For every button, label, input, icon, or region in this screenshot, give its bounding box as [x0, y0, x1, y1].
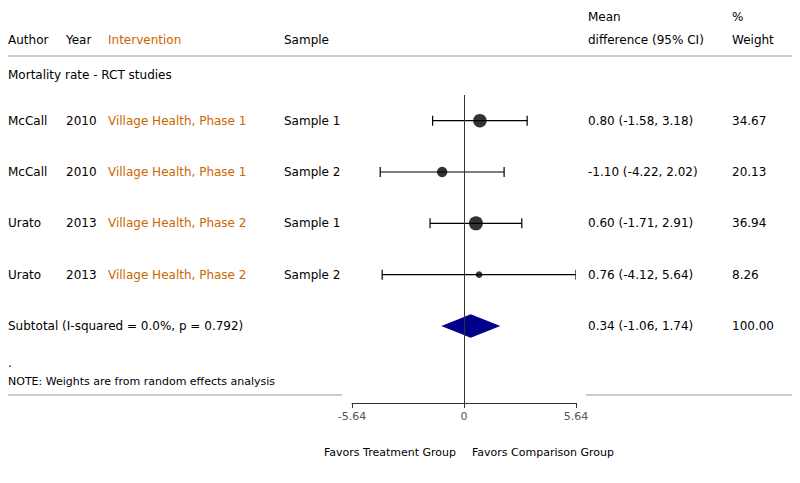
svg-text:36.94: 36.94	[732, 216, 766, 230]
svg-text:100.00: 100.00	[732, 319, 774, 333]
svg-text:Year: Year	[65, 33, 91, 47]
svg-text:0.76 (-4.12, 5.64): 0.76 (-4.12, 5.64)	[588, 268, 693, 282]
svg-text:Village Health, Phase 2: Village Health, Phase 2	[108, 216, 246, 230]
svg-text:-1.10 (-4.22, 2.02): -1.10 (-4.22, 2.02)	[588, 165, 698, 179]
svg-text:Sample 2: Sample 2	[284, 268, 340, 282]
svg-text:0.60 (-1.71, 2.91): 0.60 (-1.71, 2.91)	[588, 216, 693, 230]
svg-text:2010: 2010	[66, 114, 97, 128]
svg-text:5.64: 5.64	[564, 410, 589, 423]
svg-text:2013: 2013	[66, 216, 97, 230]
svg-text:Weight: Weight	[732, 33, 774, 47]
svg-text:Mean: Mean	[588, 10, 621, 24]
svg-text:Sample 1: Sample 1	[284, 216, 340, 230]
svg-text:Urato: Urato	[8, 216, 41, 230]
svg-text:Author: Author	[8, 33, 48, 47]
svg-text:Village Health, Phase 1: Village Health, Phase 1	[108, 165, 246, 179]
svg-text:0.80 (-1.58, 3.18): 0.80 (-1.58, 3.18)	[588, 114, 693, 128]
svg-text:Urato: Urato	[8, 268, 41, 282]
svg-text:difference (95% CI): difference (95% CI)	[588, 33, 704, 47]
svg-text:Sample 1: Sample 1	[284, 114, 340, 128]
svg-text:Intervention: Intervention	[108, 33, 181, 47]
svg-text:Favors Comparison Group: Favors Comparison Group	[472, 446, 614, 459]
svg-text:34.67: 34.67	[732, 114, 766, 128]
svg-text:NOTE: Weights are from random: NOTE: Weights are from random effects an…	[8, 375, 275, 388]
svg-text:.: .	[8, 356, 12, 370]
svg-text:20.13: 20.13	[732, 165, 766, 179]
svg-text:Village Health, Phase 2: Village Health, Phase 2	[108, 268, 246, 282]
svg-text:McCall: McCall	[8, 114, 47, 128]
svg-text:2013: 2013	[66, 268, 97, 282]
svg-text:Favors Treatment Group: Favors Treatment Group	[324, 446, 456, 459]
svg-text:0.34 (-1.06, 1.74): 0.34 (-1.06, 1.74)	[588, 319, 693, 333]
svg-text:0: 0	[461, 410, 468, 423]
svg-text:Village Health, Phase 1: Village Health, Phase 1	[108, 114, 246, 128]
svg-text:Sample 2: Sample 2	[284, 165, 340, 179]
svg-text:-5.64: -5.64	[338, 410, 366, 423]
svg-text:%: %	[732, 10, 743, 24]
svg-text:Mortality rate - RCT studies: Mortality rate - RCT studies	[8, 68, 172, 82]
svg-text:8.26: 8.26	[732, 268, 759, 282]
svg-text:McCall: McCall	[8, 165, 47, 179]
svg-text:2010: 2010	[66, 165, 97, 179]
svg-text:Subtotal (I-squared = 0.0%, p: Subtotal (I-squared = 0.0%, p = 0.792)	[8, 319, 243, 333]
svg-text:Sample: Sample	[284, 33, 329, 47]
